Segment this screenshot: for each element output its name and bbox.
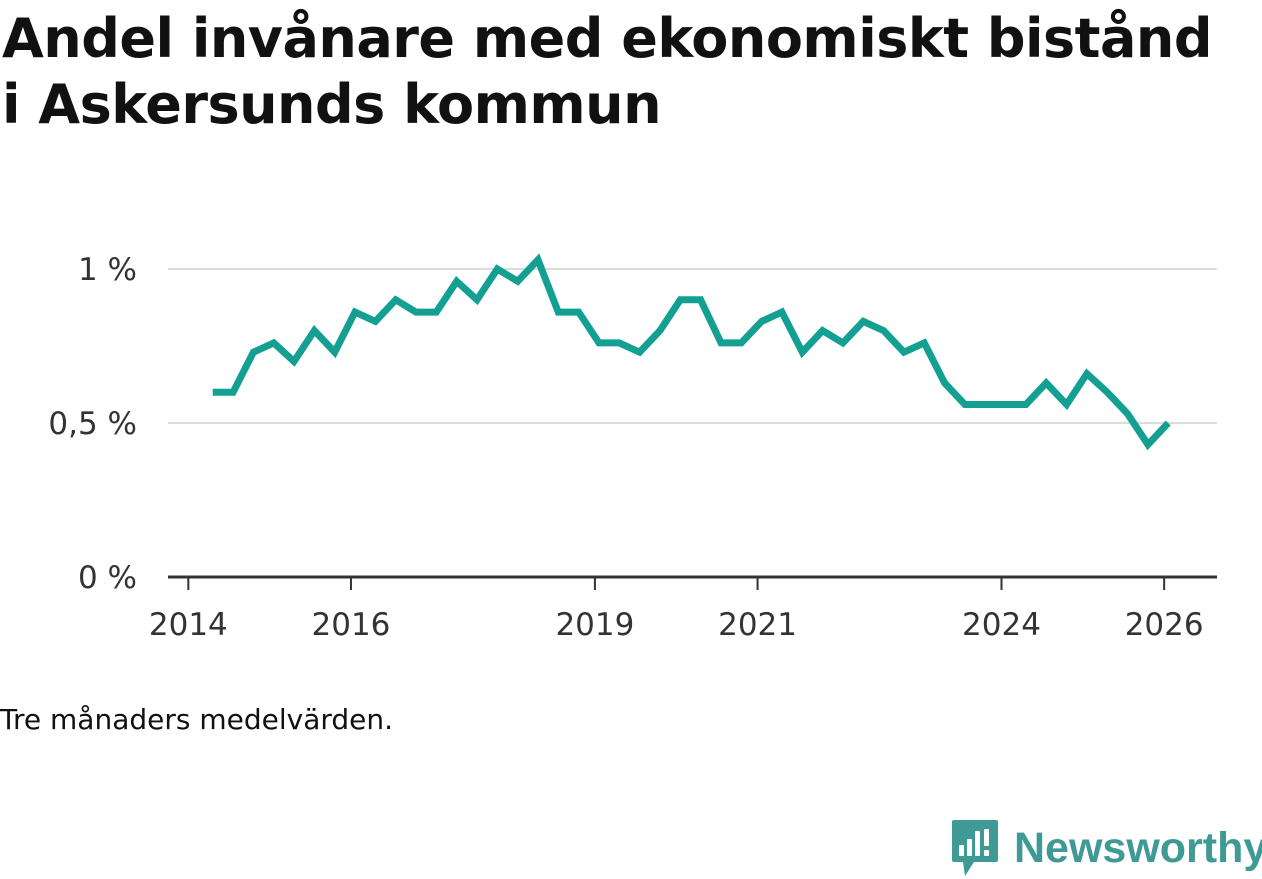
y-axis-labels: 0 % 0,5 % 1 %	[48, 252, 137, 596]
newsworthy-logo: Newsworthy	[950, 818, 1262, 878]
series-line-0	[212, 253, 1171, 451]
chart-note: Tre månaders medelvärden.	[0, 703, 394, 736]
x-tick-label: 2021	[718, 607, 797, 643]
y-tick-label: 1 %	[78, 252, 137, 288]
y-tick-label: 0,5 %	[48, 406, 137, 442]
bar-chart-speech-bubble-icon	[952, 820, 998, 876]
x-tick-label: 2014	[149, 607, 228, 643]
x-axis: 2014 2016 2019 2021 2024 2026	[149, 575, 1217, 643]
series-layer	[212, 253, 1171, 451]
chart-title: Andel invånare med ekonomiskt bistånd i …	[2, 7, 1213, 136]
x-tick-label: 2024	[962, 607, 1041, 643]
brand-name: Newsworthy	[1014, 823, 1262, 872]
y-tick-label: 0 %	[78, 560, 137, 596]
gridlines	[168, 268, 1217, 424]
x-tick-label: 2019	[555, 607, 634, 643]
x-tick-label: 2026	[1125, 607, 1204, 643]
x-tick-label: 2016	[312, 607, 391, 643]
